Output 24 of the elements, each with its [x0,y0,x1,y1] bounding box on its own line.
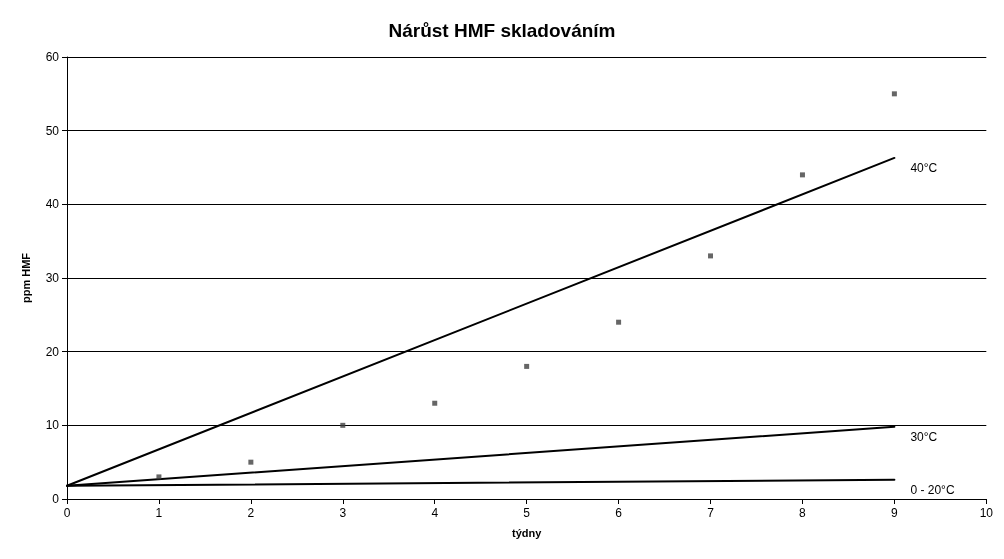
y-axis-title: ppm HMF [19,252,32,304]
x-tick-label: 1 [155,506,163,520]
x-tick-label: 4 [431,506,439,520]
y-tick-label: 40 [45,197,60,212]
x-tick-label: 6 [615,506,623,520]
series-label: 0 - 20°C [910,482,955,497]
y-tick-label: 10 [45,418,60,433]
series-label: 40°C [910,160,938,175]
y-tick-label: 50 [45,123,60,138]
x-tick-label: 9 [891,506,899,520]
y-tick-label: 30 [45,271,60,285]
y-tick-label: 60 [45,50,60,64]
chart-title: Nárůst HMF skladováním [388,20,616,41]
y-tick-label: 20 [45,344,60,359]
series-label: 30°C [910,429,938,444]
x-tick-label: 8 [799,506,807,520]
x-tick-label: 10 [979,506,994,520]
x-axis-title: týdny [511,526,543,539]
x-tick-label: 5 [523,506,531,520]
x-tick-label: 7 [707,506,715,520]
x-tick-label: 0 [63,506,71,520]
x-tick-label: 3 [339,506,347,520]
y-tick-label: 0 [52,492,60,506]
x-tick-label: 2 [247,506,255,520]
